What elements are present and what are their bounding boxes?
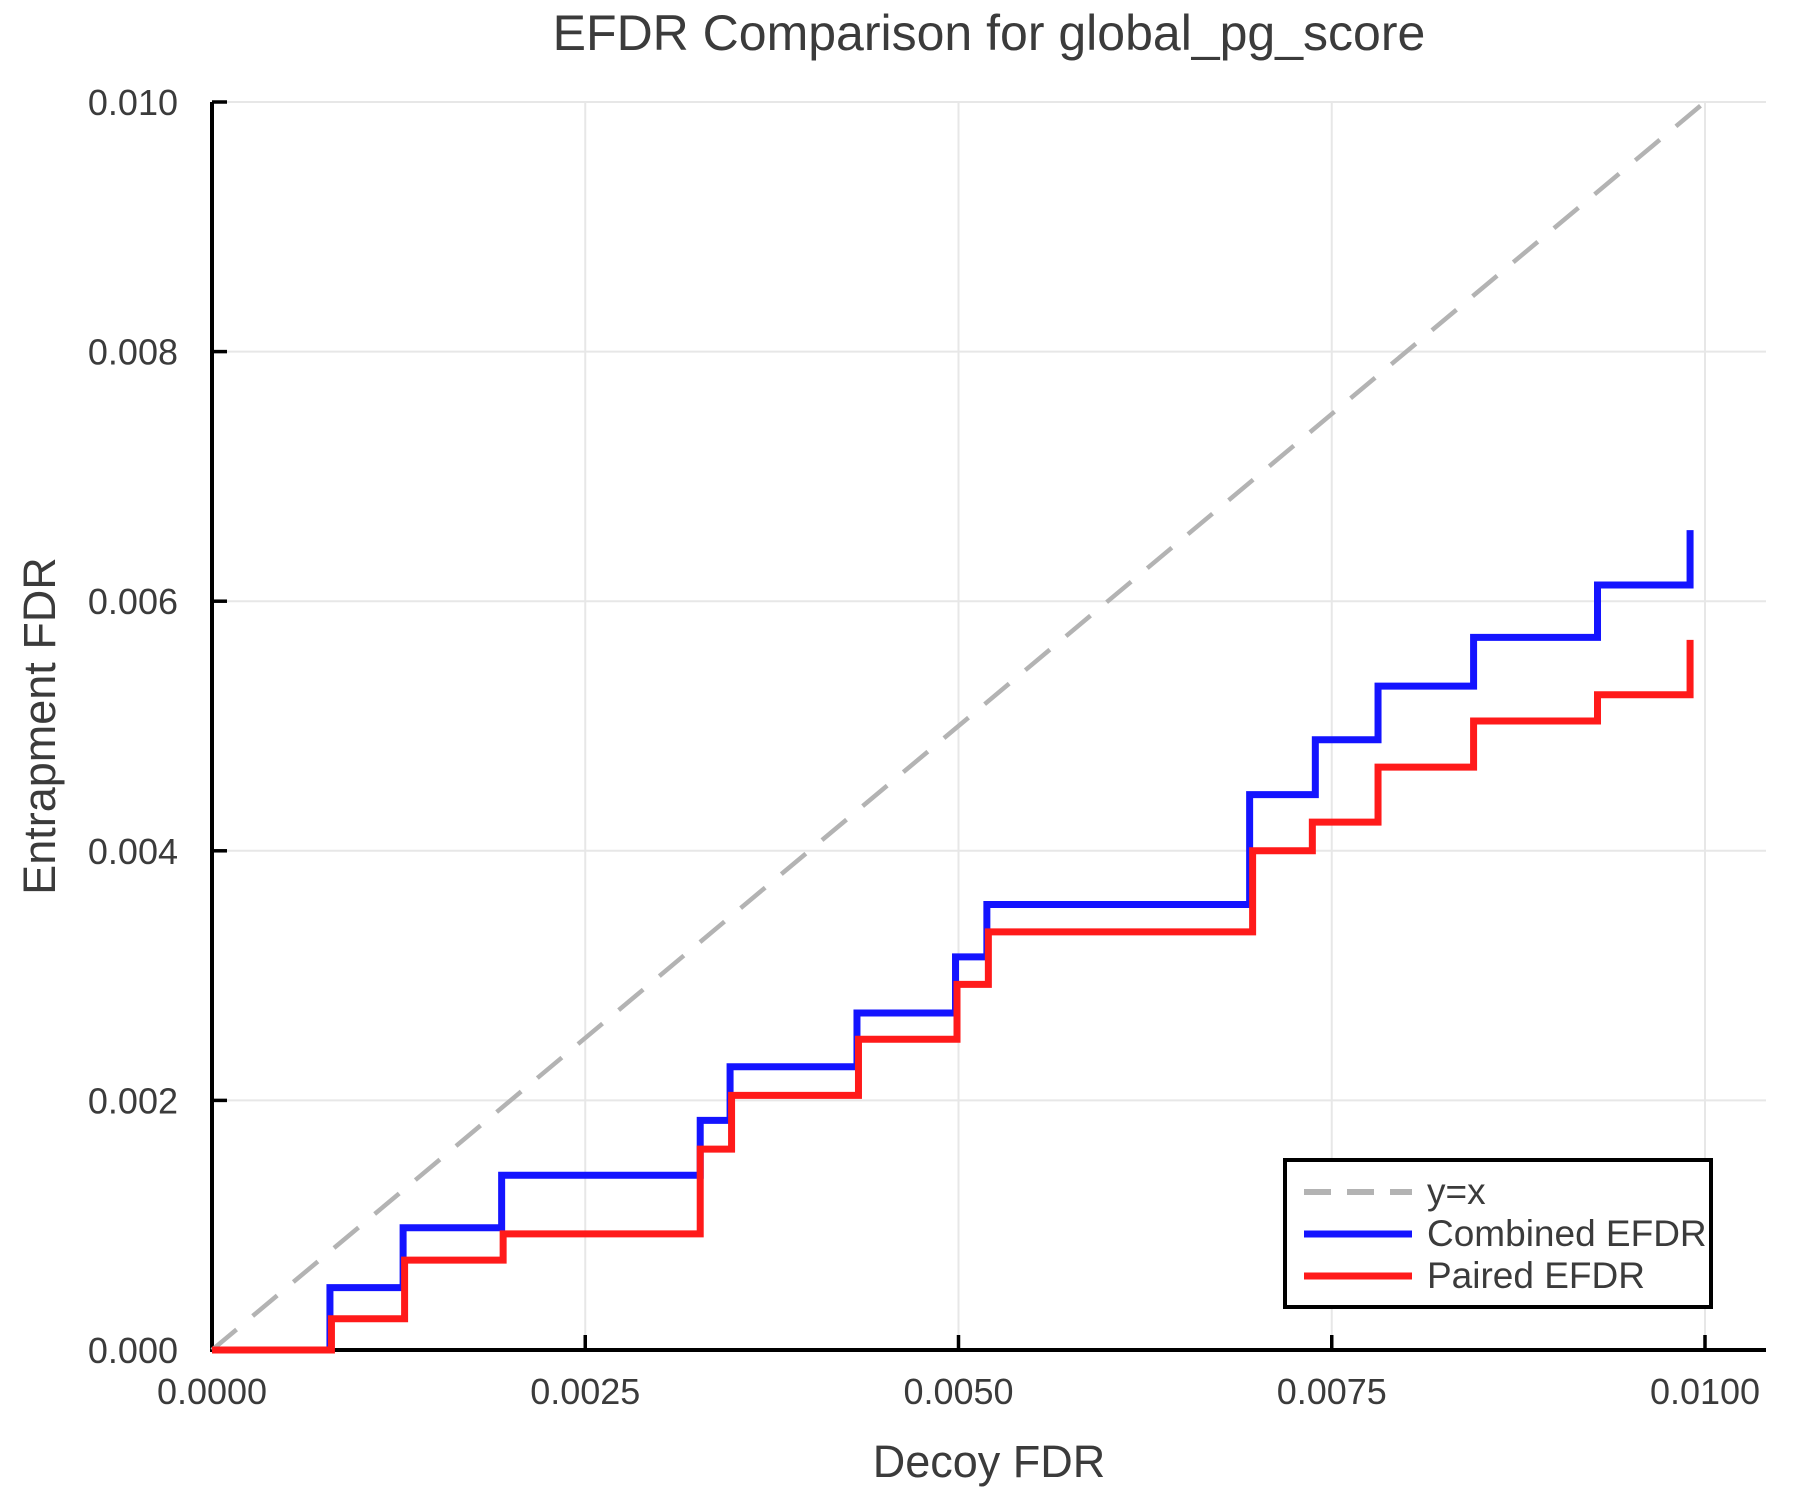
paired-efdr-line xyxy=(212,639,1694,1354)
identity-line-swatch xyxy=(1304,1188,1412,1195)
legend-item-identity: y=x xyxy=(1304,1170,1709,1212)
legend: y=x Combined EFDR Paired EFDR xyxy=(1283,1158,1713,1309)
y-tick-label: 0.008 xyxy=(88,332,178,373)
x-tick-label: 0.0000 xyxy=(157,1371,267,1412)
legend-label-paired-efdr: Paired EFDR xyxy=(1427,1254,1645,1296)
legend-item-combined-efdr: Combined EFDR xyxy=(1304,1212,1709,1254)
x-tick-label: 0.0050 xyxy=(903,1371,1013,1412)
y-tick-label: 0.000 xyxy=(88,1330,178,1371)
chart-title: EFDR Comparison for global_pg_score xyxy=(552,5,1426,61)
y-tick-label: 0.006 xyxy=(88,581,178,622)
x-tick-label: 0.0100 xyxy=(1650,1371,1760,1412)
x-axis-label: Decoy FDR xyxy=(872,1436,1106,1487)
combined-efdr-line-swatch xyxy=(1304,1230,1412,1237)
identity-line xyxy=(210,100,1707,1352)
legend-item-paired-efdr: Paired EFDR xyxy=(1304,1254,1709,1296)
y-axis-label: Entrapment FDR xyxy=(14,557,65,895)
y-tick-label: 0.002 xyxy=(88,1080,178,1121)
paired-efdr-line-swatch xyxy=(1304,1272,1412,1279)
y-tick-label: 0.010 xyxy=(88,82,178,123)
y-tick-label: 0.004 xyxy=(88,831,178,872)
legend-label-identity: y=x xyxy=(1427,1170,1486,1212)
combined-efdr-line xyxy=(212,530,1694,1354)
x-tick-label: 0.0075 xyxy=(1277,1371,1387,1412)
x-tick-label: 0.0025 xyxy=(530,1371,640,1412)
legend-label-combined-efdr: Combined EFDR xyxy=(1427,1212,1707,1254)
